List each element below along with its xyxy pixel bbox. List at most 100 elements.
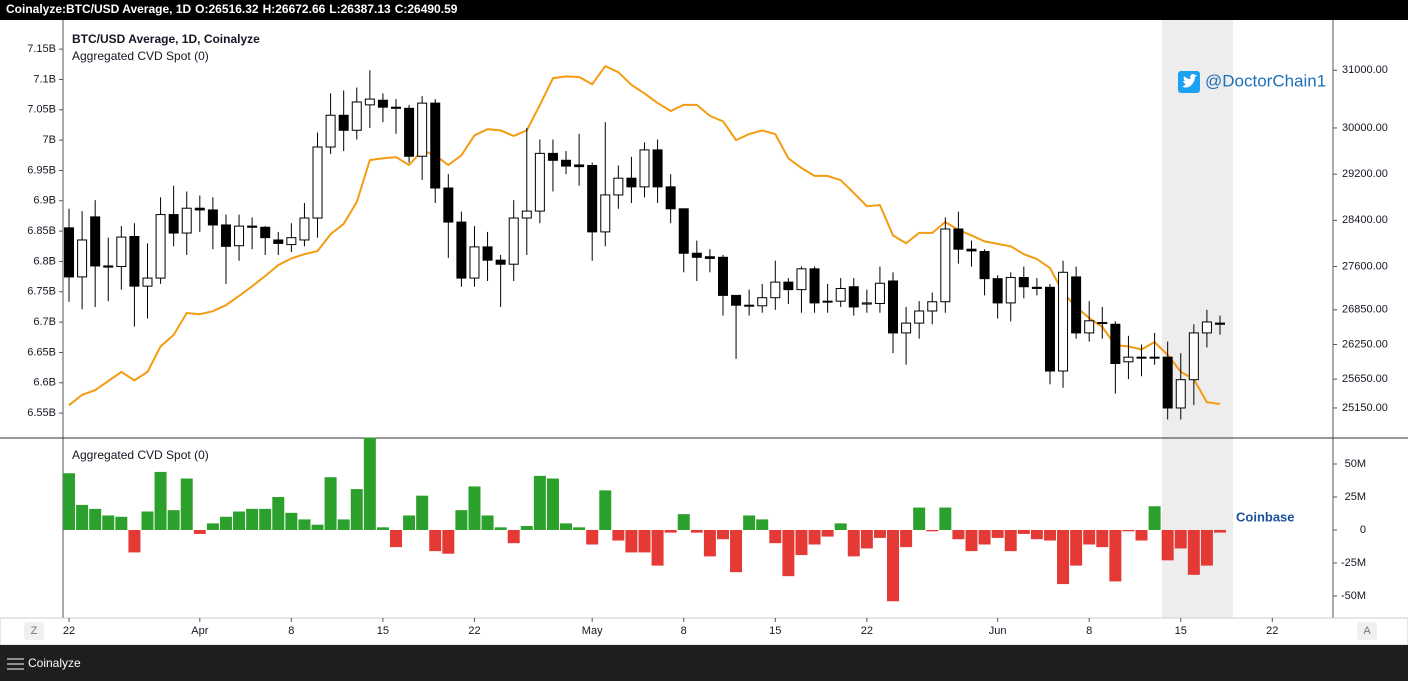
header-text: Coinalyze:BTC/USD Average, 1D O:26516.32 H… [6,2,458,16]
y-tick-label: 6.65B [27,346,56,358]
bar [834,523,847,530]
y2-tick-label: 25650.00 [1342,373,1388,385]
candle-body [299,217,310,241]
bar [808,529,821,545]
bar [128,529,141,553]
bar [363,437,376,530]
candle-body [207,209,218,226]
y-tick-label: 7.15B [27,43,56,55]
bar [638,529,651,553]
candle-body [757,297,768,307]
x-tick-label: 8 [288,625,294,637]
z-button[interactable] [24,622,44,640]
bar [376,527,389,530]
symbol: Coinalyze:BTC/USD Average, 1D [6,2,191,16]
candle-body [874,282,885,304]
x-tick-label: 22 [63,625,75,637]
watermark: @DoctorChain1 [1205,71,1326,90]
z-label: Z [31,625,38,637]
bar [246,508,259,530]
price-title: BTC/USD Average, 1D, Coinalyze [72,32,260,46]
bar [76,504,89,530]
bar [1070,529,1083,566]
candle-body [351,101,362,131]
bar [599,490,612,530]
y-tick-label: 7.1B [33,73,56,85]
a-button[interactable] [1357,622,1377,640]
bar [350,489,363,530]
candle-body [534,152,545,212]
candle-body [1071,276,1082,334]
bar [167,510,180,530]
bar [900,529,913,548]
ohlc-label: H: [263,2,276,16]
candle-body [390,106,401,109]
candle-body [704,256,715,259]
candle-body [1005,276,1016,304]
candle-body [286,237,297,246]
bar [1213,529,1226,533]
candle-body [377,99,388,108]
y-tick-label: 50M [1345,458,1366,470]
candle-body [1084,320,1095,334]
bar [573,527,586,530]
menu-icon[interactable] [7,658,24,670]
bar [743,515,756,530]
candle-body [731,294,742,306]
bar [1122,529,1135,532]
y-tick-label: 6.6B [33,377,56,389]
bar [1043,529,1056,541]
bar [285,512,298,530]
y2-tick-label: 31000.00 [1342,64,1388,76]
bar [102,515,115,530]
bar [429,529,442,552]
candle-body [600,194,611,233]
candle-body [469,246,480,279]
candle-body [90,216,101,267]
bar [1161,529,1174,561]
x-axis-bar [0,617,1408,646]
bar [468,486,481,530]
twitter-bird [1182,74,1197,88]
bar [1200,529,1213,566]
y2-tick-label: 29200.00 [1342,168,1388,180]
x-tick-label: May [582,625,603,637]
bar [1109,529,1122,582]
candle-body [417,102,428,157]
candle-body [979,251,990,280]
candle-body [717,256,728,296]
bar [1174,529,1187,549]
bar [403,515,416,530]
y-tick-label: 6.85B [27,225,56,237]
bar [1096,529,1109,548]
y-tick-label: 0 [1360,524,1366,536]
candle-body [678,208,689,254]
bar [782,529,795,577]
bar [795,529,808,556]
bar [89,508,102,530]
bar [651,529,664,566]
candle-body [547,152,558,161]
bar [337,519,350,530]
bar [115,516,128,530]
candle-body [247,225,258,228]
bar [873,529,886,538]
y-tick-label: 6.55B [27,407,56,419]
candle-body [443,187,454,223]
candle-body [1188,332,1199,381]
y2-tick-label: 25150.00 [1342,402,1388,414]
candle-body [574,164,585,168]
candle-body [260,226,271,239]
candle-body [783,281,794,291]
candle-body [796,268,807,291]
bar [1135,529,1148,541]
candle-body [966,248,977,252]
candle-body [953,228,964,250]
bar [389,529,402,548]
bar [716,529,729,540]
candle-body [1123,356,1134,363]
candle-body [613,177,624,196]
candle-body [992,278,1003,304]
bar [1017,529,1030,534]
y2-tick-label: 26250.00 [1342,338,1388,350]
